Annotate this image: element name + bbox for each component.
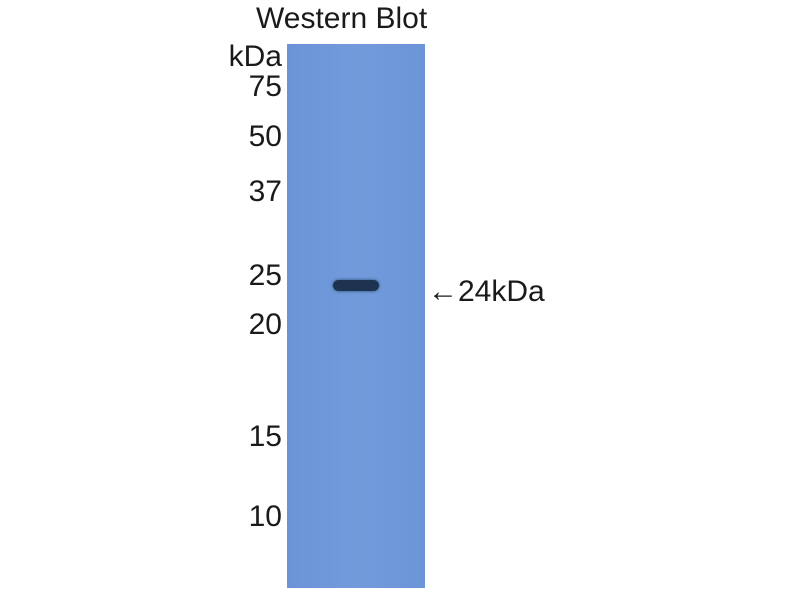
- marker-label: 37: [248, 175, 282, 208]
- marker-label: 75: [248, 70, 282, 103]
- blot-lane: [287, 44, 425, 588]
- marker-label: 10: [248, 500, 282, 533]
- unit-label: kDa: [228, 40, 282, 73]
- figure-title: Western Blot: [256, 2, 428, 35]
- band-annotation: ←24kDa: [428, 275, 545, 308]
- marker-label: 20: [248, 308, 282, 341]
- protein-band: [333, 280, 379, 291]
- marker-label: 25: [248, 259, 282, 292]
- marker-label: 50: [248, 120, 282, 153]
- marker-label: 15: [248, 420, 282, 453]
